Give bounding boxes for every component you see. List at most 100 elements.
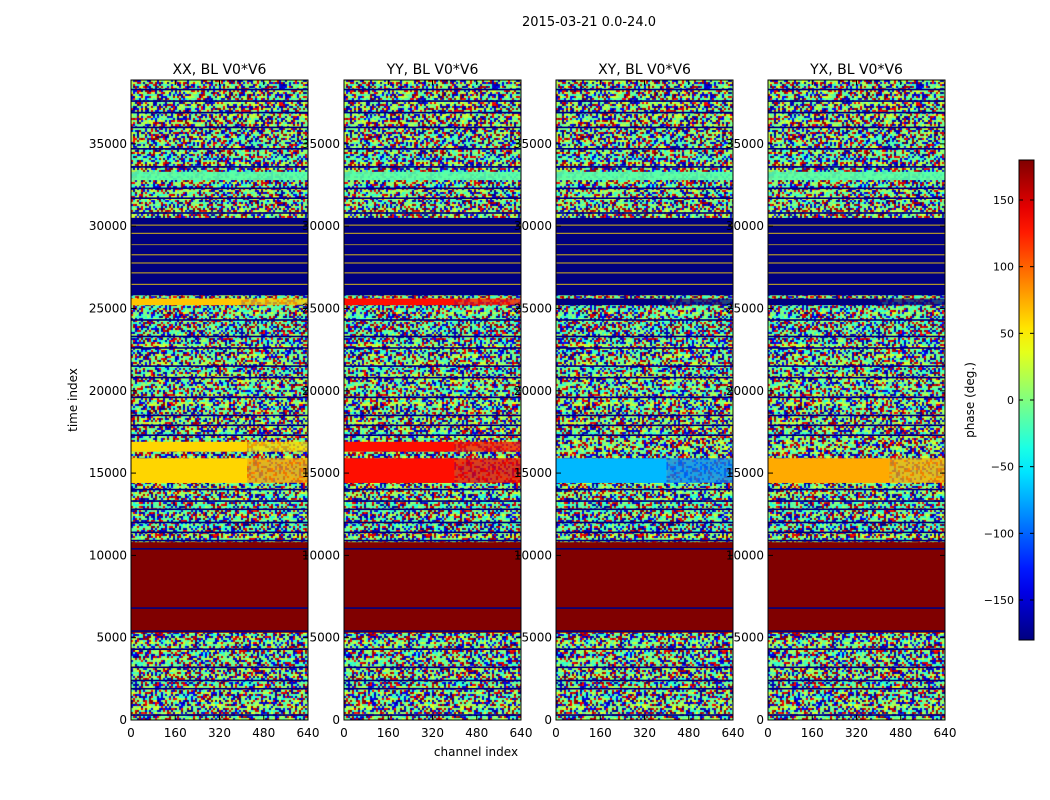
phase-band (556, 171, 733, 181)
x-tick-label: 480 (252, 726, 275, 740)
flag-line (344, 212, 521, 214)
panel-2: YY, BL V0*V6 0 160 320 480 640 0 5000 10000 15000… (302, 62, 533, 740)
flag-line (131, 630, 308, 632)
flag-line (556, 630, 733, 632)
x-tick-label: 320 (633, 726, 656, 740)
flag-line (556, 548, 733, 550)
x-tick-label: 320 (845, 726, 868, 740)
x-axis-label: channel index (434, 745, 518, 759)
figure-title: 2015-03-21 0.0-24.0 (522, 15, 656, 30)
x-tick-label: 160 (589, 726, 612, 740)
flag-line (131, 434, 308, 437)
flag-line (131, 100, 308, 102)
flag-line (131, 488, 308, 491)
panel-title: XX, BL V0*V6 (173, 62, 267, 78)
panel-title: YY, BL V0*V6 (386, 62, 479, 78)
flag-line (768, 414, 945, 417)
y-tick-label: 25000 (726, 301, 764, 315)
flag-line (768, 88, 945, 91)
flag-line (556, 148, 733, 150)
panels-group: XX, BL V0*V6 0 160 320 480 640 0 5000 10000 15000… (89, 62, 957, 740)
phase-band (131, 217, 308, 296)
phase-stripe (131, 254, 308, 256)
y-tick-label: 20000 (726, 384, 764, 398)
flag-line (768, 319, 945, 321)
phase-stripe (131, 262, 308, 264)
flag-line (556, 434, 733, 437)
y-tick-label: 5000 (96, 631, 127, 645)
flag-line (131, 236, 308, 239)
colorbar-tick-label: 50 (1000, 327, 1014, 340)
flag-line (768, 666, 945, 669)
phase-stripe (556, 254, 733, 256)
phase-band (344, 542, 521, 633)
flag-line (131, 212, 308, 214)
flag-line (131, 266, 308, 269)
phase-stripe (344, 232, 521, 234)
flag-line (131, 197, 308, 199)
phase-band (768, 298, 879, 306)
flag-line (556, 100, 733, 102)
flag-line (768, 531, 945, 534)
y-tick-label: 5000 (733, 631, 764, 645)
flag-line (556, 414, 733, 417)
x-tick-label: 320 (208, 726, 231, 740)
y-tick-label: 15000 (514, 466, 552, 480)
flag-line (344, 508, 521, 511)
phase-stripe (131, 272, 308, 274)
phase-stripe (344, 283, 521, 285)
flag-line (344, 607, 521, 609)
x-tick-label: 160 (377, 726, 400, 740)
flag-line (131, 245, 308, 247)
flag-line (556, 648, 733, 651)
flag-line (344, 187, 521, 190)
phase-stripe (768, 232, 945, 234)
flag-line (131, 376, 308, 379)
phase-band-right (666, 458, 733, 483)
y-tick-label: 20000 (302, 384, 340, 398)
flag-line (344, 488, 521, 491)
flag-line (344, 396, 521, 399)
flag-line (344, 687, 521, 690)
flag-line (556, 508, 733, 511)
flag-line (768, 100, 945, 102)
flag-line (344, 679, 521, 682)
flag-line (768, 197, 945, 199)
phase-stripe (556, 244, 733, 246)
panel-4: YX, BL V0*V6 0 160 320 480 640 0 5000 10000 15000… (726, 62, 957, 740)
y-tick-label: 15000 (89, 466, 127, 480)
flag-line (768, 148, 945, 150)
flag-line (768, 365, 945, 367)
y-tick-label: 10000 (726, 548, 764, 562)
phase-stripe (131, 232, 308, 234)
flag-line (556, 500, 733, 502)
phase-stripe (768, 262, 945, 264)
y-tick-label: 35000 (726, 137, 764, 151)
x-tick-label: 480 (677, 726, 700, 740)
flag-line (768, 508, 945, 511)
flag-line (344, 521, 521, 524)
colorbar-tick-label: 100 (993, 261, 1014, 274)
flag-line (768, 212, 945, 214)
flag-line (131, 521, 308, 524)
flag-line (344, 539, 521, 542)
phase-band (131, 298, 242, 306)
flag-line (131, 500, 308, 502)
flag-line (131, 648, 308, 651)
phase-stripe (556, 232, 733, 234)
y-tick-label: 15000 (302, 466, 340, 480)
flag-line (344, 424, 521, 427)
flag-line (556, 212, 733, 214)
y-tick-label: 15000 (726, 466, 764, 480)
phase-stripe (768, 224, 945, 226)
phase-band (131, 441, 248, 452)
x-tick-label: 0 (552, 726, 560, 740)
phase-stripe (768, 254, 945, 256)
x-tick-label: 640 (297, 726, 320, 740)
flag-line (556, 111, 733, 114)
phase-stripe (344, 272, 521, 274)
phase-band (556, 542, 733, 633)
flag-line (556, 679, 733, 682)
colorbar-tick-label: −100 (984, 527, 1014, 540)
flag-line (768, 111, 945, 114)
